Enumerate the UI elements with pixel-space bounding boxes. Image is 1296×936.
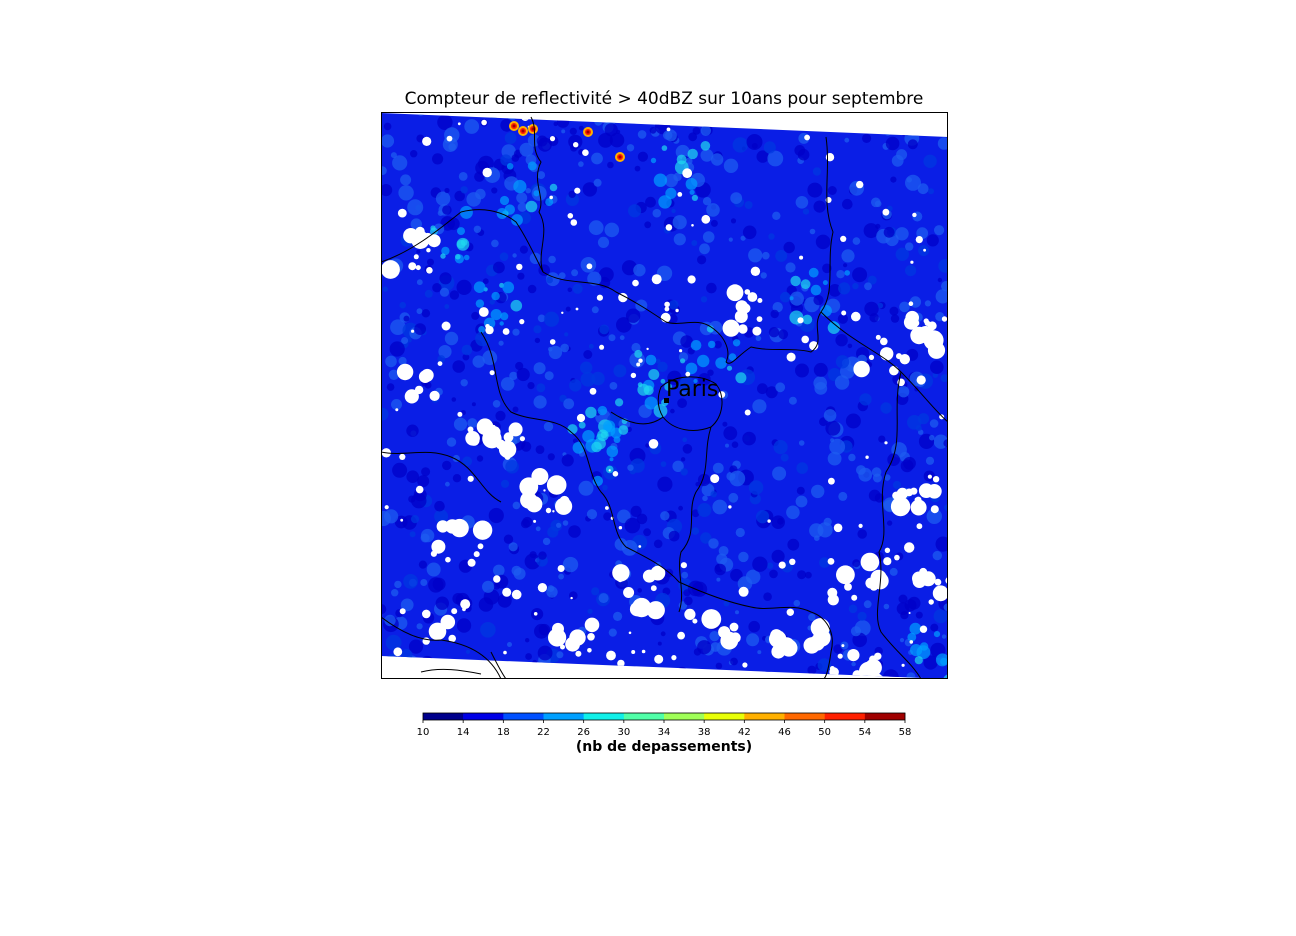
colorbar-label: (nb de depassements) [575, 739, 753, 755]
colorbar-tick-label: 42 [738, 727, 751, 738]
colorbar-tick-label: 26 [577, 727, 590, 738]
high-count-patches [430, 141, 948, 679]
border-east [725, 136, 834, 364]
paris-point-icon [664, 398, 669, 403]
map-axes-frame [381, 112, 948, 679]
colorbar-ticks: 10 14 18 22 26 30 34 38 42 46 50 54 58 [417, 720, 912, 738]
border-west-south [480, 331, 627, 548]
border-central-south [610, 411, 712, 613]
colorbar-segment [503, 713, 544, 720]
border-south [625, 546, 833, 679]
border-east-south [820, 311, 948, 423]
colorbar-segment [583, 713, 625, 720]
colorbar-segment [744, 713, 785, 720]
reflectivity-map: Paris [381, 112, 948, 679]
paris-marker: Paris [664, 377, 718, 403]
colorbar-tick-label: 14 [457, 727, 470, 738]
border-bottom-line [420, 651, 507, 679]
border-center-north [542, 271, 729, 363]
colorbar-segment [704, 713, 745, 720]
paris-label: Paris [666, 377, 718, 402]
colorbar-tick-label: 22 [537, 727, 550, 738]
region-borders [381, 116, 948, 679]
border-west [381, 209, 544, 273]
colorbar-segment [864, 713, 906, 720]
colorbar-segment [543, 713, 584, 720]
colorbar-tick-label: 54 [858, 727, 871, 738]
colorbar-tick-label: 10 [417, 727, 430, 738]
hotspot-marks [509, 121, 625, 162]
colorbar-tick-label: 18 [497, 727, 510, 738]
colorbar-tick-label: 58 [899, 727, 912, 738]
colorbar-segment [623, 713, 665, 720]
colorbar-tick-label: 38 [698, 727, 711, 738]
border-south-west [381, 616, 502, 679]
border-far-east [876, 371, 922, 679]
colorbar-tick-label: 46 [778, 727, 791, 738]
colorbar: 10 14 18 22 26 30 34 38 42 46 50 54 58 [417, 712, 912, 738]
border-north [530, 116, 545, 273]
colorbar-segments [423, 713, 906, 720]
colorbar-tick-label: 30 [617, 727, 630, 738]
colorbar-tick-label: 50 [818, 727, 831, 738]
colorbar-tick-label: 34 [658, 727, 671, 738]
colorbar-segment [423, 713, 464, 720]
map-title: Compteur de reflectivité > 40dBZ sur 10a… [404, 89, 924, 109]
colorbar-segment [784, 713, 825, 720]
reflectivity-field [381, 113, 948, 679]
no-data-areas [381, 113, 948, 679]
colorbar-segment [463, 713, 504, 720]
border-mid-west [381, 451, 502, 503]
colorbar-segment [824, 713, 866, 720]
colorbar-segment [664, 713, 705, 720]
